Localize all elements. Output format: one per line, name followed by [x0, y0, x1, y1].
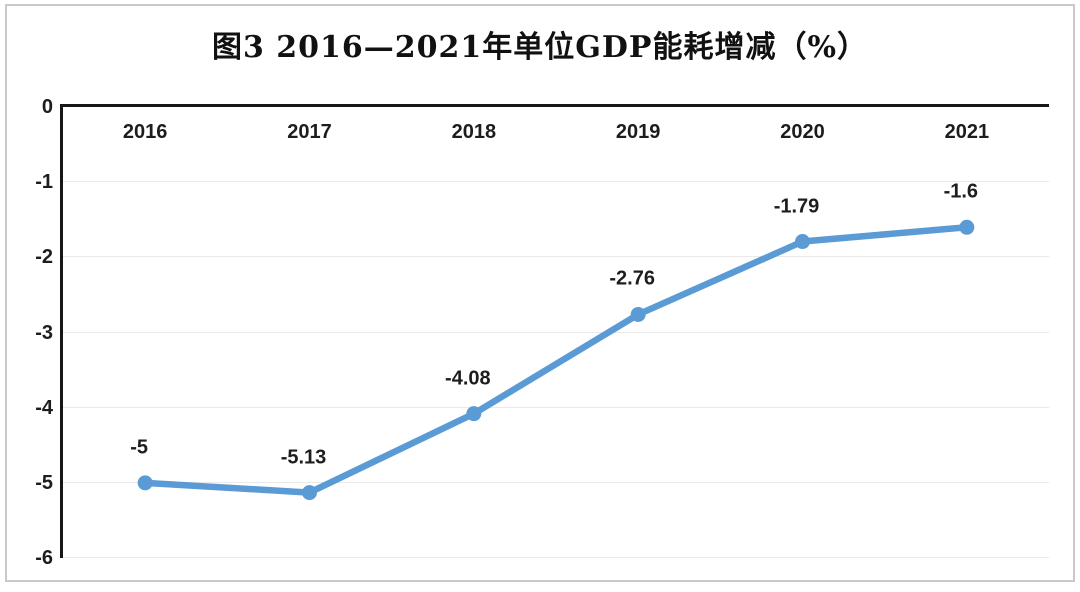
x-axis-category-label: 2017 — [287, 121, 332, 143]
series-line — [141, 224, 971, 496]
y-axis-tick-label: -1 — [35, 171, 53, 194]
data-point-label: -5.13 — [280, 446, 327, 469]
data-point-label: -5 — [130, 436, 149, 459]
gridline — [63, 256, 1049, 258]
data-point-label: -1.6 — [943, 180, 979, 203]
data-point-marker — [137, 475, 153, 491]
data-point-label: -2.76 — [609, 267, 655, 290]
x-axis-category-label: 2019 — [615, 121, 661, 143]
gridline — [63, 481, 1049, 483]
chart-frame: 图3 2016—2021年单位GDP能耗增减（%） 2016 2017 2018 20… — [5, 4, 1075, 582]
gridline — [63, 557, 1049, 558]
plot-area: 2016 2017 2018 2019 2020 2021 -5 -5.13 -4.08 -2.7… — [60, 104, 1049, 558]
data-point-marker — [630, 306, 646, 322]
line-chart: 图3 2016—2021年单位GDP能耗增减（%） 2016 2017 2018 20… — [7, 6, 1073, 580]
data-point-label: -1.79 — [773, 195, 820, 218]
x-axis-category-label: 2021 — [944, 121, 990, 143]
x-axis-category-label: 2020 — [780, 121, 825, 143]
chart-title: 图3 2016—2021年单位GDP能耗增减（%） — [211, 30, 868, 65]
data-point-label: -4.08 — [445, 367, 491, 390]
gridline — [63, 406, 1049, 408]
y-axis-tick-label: -3 — [35, 321, 53, 344]
x-axis-category-label: 2016 — [122, 121, 168, 143]
y-axis-tick-label: 0 — [41, 96, 53, 118]
y-axis-tick-label: -6 — [35, 547, 53, 569]
y-axis-tick-label: -5 — [35, 471, 53, 494]
data-point-marker — [302, 485, 317, 501]
gridline — [63, 331, 1049, 333]
data-point-marker — [466, 406, 482, 422]
x-axis-category-label: 2018 — [451, 121, 497, 143]
y-axis-tick-label: -2 — [35, 246, 53, 269]
gridline — [63, 181, 1049, 183]
series-line-svg — [137, 219, 975, 501]
data-point-marker — [795, 234, 810, 250]
y-axis-tick-label: -4 — [35, 396, 53, 419]
data-point-marker — [959, 219, 975, 235]
